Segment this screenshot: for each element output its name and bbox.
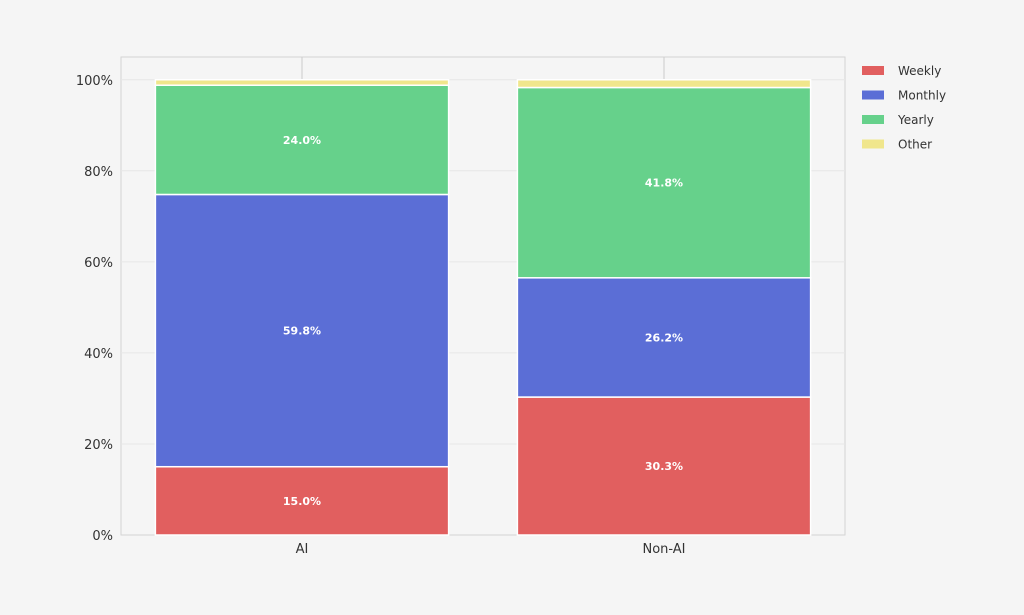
data-label: 30.3% bbox=[645, 460, 683, 473]
bar-segment-monthly-non-ai bbox=[516, 277, 812, 398]
y-tick-label: 20% bbox=[84, 438, 113, 453]
legend-swatch-yearly bbox=[862, 115, 884, 124]
y-tick-label: 40% bbox=[84, 347, 113, 362]
data-label: 15.0% bbox=[283, 495, 321, 508]
legend-swatch-other bbox=[862, 139, 884, 149]
legend-label: Other bbox=[898, 138, 932, 152]
legend-label: Yearly bbox=[897, 113, 934, 127]
y-tick-label: 80% bbox=[84, 165, 113, 180]
y-tick-label: 60% bbox=[84, 256, 113, 271]
data-label: 26.2% bbox=[645, 331, 683, 344]
x-tick-label: Non-AI bbox=[642, 542, 685, 557]
legend-label: Weekly bbox=[898, 64, 941, 78]
bar-segment-monthly-ai bbox=[154, 193, 450, 468]
bar-segment-weekly-ai bbox=[154, 465, 450, 536]
legend-swatch-weekly bbox=[862, 66, 884, 75]
y-tick-label: 0% bbox=[92, 529, 113, 544]
data-label: 59.8% bbox=[283, 325, 321, 338]
data-label: 41.8% bbox=[645, 177, 683, 190]
y-tick-label: 100% bbox=[76, 74, 113, 89]
data-label: 24.0% bbox=[283, 134, 321, 147]
bars: 15.0% 59.8% 24.0% 30.3% 26.2% 41.8% bbox=[154, 79, 812, 536]
bar-segment-other-non-ai bbox=[516, 79, 812, 89]
x-tick-label: AI bbox=[296, 542, 309, 557]
legend: Weekly Monthly Yearly Other bbox=[862, 64, 946, 152]
axes: 0% 20% 40% 60% 80% 100% AI Non-AI bbox=[76, 74, 686, 557]
legend-label: Monthly bbox=[898, 89, 946, 103]
legend-swatch-monthly bbox=[862, 90, 884, 100]
bar-segment-weekly-non-ai bbox=[516, 396, 812, 536]
bar-segment-other-ai bbox=[154, 79, 450, 86]
bar-segment-yearly-ai bbox=[154, 84, 450, 196]
